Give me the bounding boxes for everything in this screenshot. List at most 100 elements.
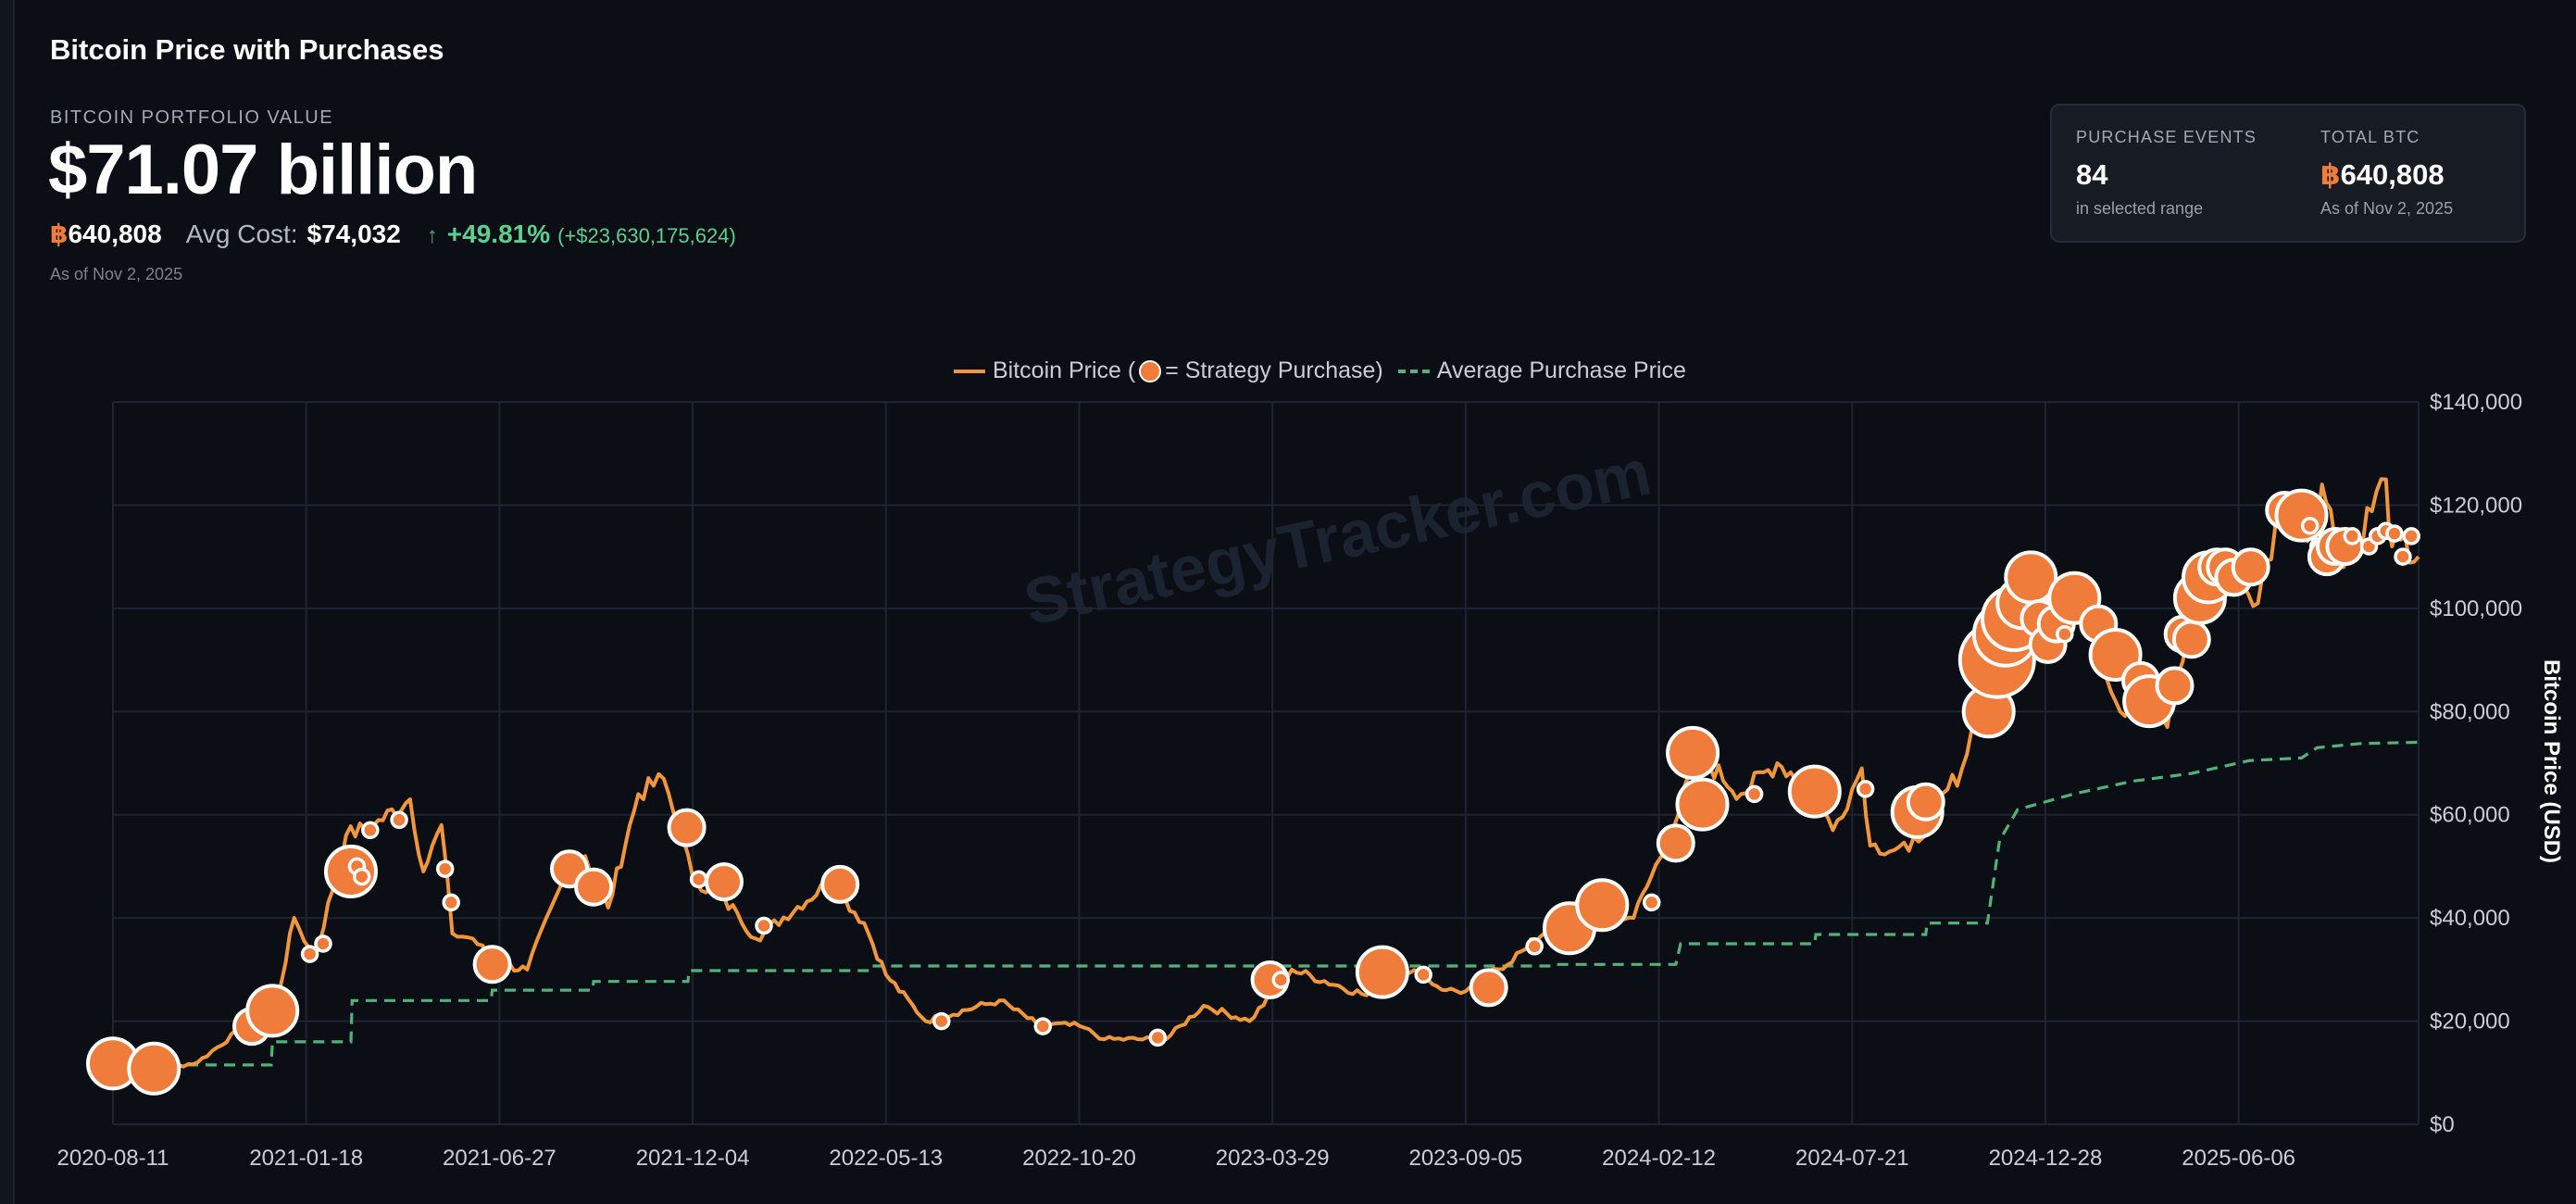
purchase-marker	[820, 864, 860, 904]
x-tick-label: 2022-05-13	[829, 1146, 943, 1171]
purchase-events-sub: in selected range	[2076, 199, 2204, 218]
purchase-marker	[2402, 527, 2420, 546]
x-tick-label: 2024-12-28	[1989, 1146, 2103, 1171]
y-axis-label: Bitcoin Price (USD)	[2539, 659, 2564, 863]
purchase-markers	[86, 488, 2420, 1096]
purchase-marker	[1575, 878, 1630, 933]
total-btc-stat: TOTAL BTC ฿640,808 As of Nov 2, 2025	[2320, 128, 2453, 219]
purchase-marker	[1469, 968, 1508, 1008]
btc-amount: 640,808	[68, 219, 162, 248]
y-tick-label: $100,000	[2430, 596, 2522, 621]
purchase-marker	[2056, 624, 2074, 644]
purchase-dot-icon	[1139, 359, 1162, 383]
legend-price-swatch	[954, 369, 985, 373]
legend-avg-label: Average Purchase Price	[1436, 357, 1686, 383]
as-of-date: As of Nov 2, 2025	[50, 265, 183, 283]
left-edge-rule	[0, 0, 15, 1204]
y-tick-label: $120,000	[2430, 493, 2522, 518]
y-tick-label: $60,000	[2430, 803, 2510, 828]
x-tick-label: 2024-07-21	[1795, 1146, 1909, 1171]
purchase-marker	[667, 808, 707, 847]
purchase-marker	[755, 916, 773, 935]
y-axis-ticks: $0 $20,000 $40,000 $60,000 $80,000 $100,000 $1…	[2430, 390, 2522, 1137]
purchase-marker	[1271, 971, 1291, 989]
purchase-marker	[689, 870, 708, 889]
x-tick-label: 2020-08-11	[57, 1146, 169, 1171]
avg-cost-label: Avg Cost:	[185, 219, 298, 248]
x-tick-label: 2021-01-18	[249, 1146, 363, 1171]
purchase-marker	[300, 945, 319, 963]
total-btc-value-row: ฿640,808	[2320, 158, 2453, 192]
purchase-marker	[1355, 945, 1409, 999]
purchase-events-label: PURCHASE EVENTS	[2076, 128, 2257, 146]
purchase-marker	[2385, 524, 2404, 543]
purchase-marker	[574, 867, 614, 907]
gain-percent: +49.81%	[446, 219, 551, 248]
y-tick-label: $0	[2430, 1112, 2455, 1137]
purchase-marker	[2155, 666, 2195, 706]
x-tick-label: 2023-03-29	[1216, 1146, 1330, 1171]
x-tick-label: 2025-06-06	[2182, 1146, 2295, 1171]
btc-symbol-icon: ฿	[2320, 158, 2341, 191]
purchase-marker	[1744, 784, 1764, 804]
purchase-marker	[1906, 782, 1945, 821]
purchase-marker	[2231, 547, 2270, 587]
purchase-events-value: 84	[2076, 158, 2108, 191]
purchase-marker	[1414, 965, 1432, 985]
x-tick-label: 2023-09-05	[1408, 1146, 1522, 1171]
purchase-marker	[352, 867, 371, 886]
purchase-events-stat: PURCHASE EVENTS 84 in selected range	[2076, 128, 2257, 219]
purchase-marker	[245, 984, 300, 1038]
y-tick-label: $20,000	[2430, 1010, 2510, 1035]
purchase-marker	[1675, 777, 1730, 832]
purchase-marker	[2300, 516, 2320, 535]
portfolio-stats: ฿ 640,808 Avg Cost: $74,032 ↑ +49.81% (+…	[50, 219, 736, 249]
y-tick-label: $80,000	[2430, 699, 2510, 724]
portfolio-value: $71.07 billion	[48, 131, 478, 209]
purchase-marker	[1787, 764, 1842, 819]
purchase-marker	[2274, 488, 2329, 543]
legend-price-label-suffix: = Strategy Purchase)	[1165, 357, 1383, 383]
btc-symbol-icon: ฿	[50, 219, 69, 248]
x-tick-label: 2021-12-04	[636, 1146, 750, 1171]
purchase-marker	[1856, 780, 1875, 798]
purchase-marker	[705, 862, 744, 902]
x-tick-label: 2021-06-27	[443, 1146, 556, 1171]
purchase-marker	[1033, 1017, 1053, 1035]
total-btc-label: TOTAL BTC	[2320, 128, 2420, 146]
x-axis-ticks: 2020-08-11 2021-01-18 2021-06-27 2021-12-04…	[57, 1146, 2296, 1171]
legend-price-label: Bitcoin Price (	[993, 357, 1136, 383]
total-btc-value: 640,808	[2340, 158, 2445, 191]
portfolio-kicker: BITCOIN PORTFOLIO VALUE	[50, 107, 334, 128]
purchase-marker	[1525, 937, 1544, 956]
chart-grid	[112, 401, 2420, 1125]
total-btc-sub: As of Nov 2, 2025	[2320, 199, 2454, 218]
purchase-marker	[1642, 893, 1661, 912]
purchase-marker	[361, 821, 380, 840]
purchase-marker	[435, 859, 455, 878]
arrow-up-icon: ↑	[426, 223, 438, 248]
purchase-marker	[2171, 620, 2211, 659]
purchase-marker	[442, 893, 460, 912]
purchase-marker	[472, 945, 512, 985]
summary-card: PURCHASE EVENTS 84 in selected range TOT…	[2050, 104, 2526, 243]
x-tick-label: 2022-10-20	[1022, 1146, 1136, 1171]
purchase-marker	[2343, 527, 2362, 546]
legend-avg-swatch	[1397, 369, 1430, 373]
purchase-marker	[1148, 1028, 1168, 1047]
purchase-marker	[127, 1041, 181, 1096]
purchase-marker	[2394, 547, 2412, 566]
page-title: Bitcoin Price with Purchases	[50, 33, 444, 66]
avg-cost-value: $74,032	[306, 219, 401, 248]
y-tick-label: $140,000	[2430, 390, 2522, 415]
chart-legend: Bitcoin Price ( = Strategy Purchase) Ave…	[954, 357, 1686, 384]
x-tick-label: 2024-02-12	[1602, 1146, 1716, 1171]
purchase-marker	[314, 934, 332, 953]
gain-absolute: (+$23,630,175,624)	[557, 224, 736, 247]
y-tick-label: $40,000	[2430, 906, 2510, 931]
purchase-marker	[932, 1011, 951, 1031]
purchase-marker	[1666, 725, 1720, 780]
purchase-marker	[390, 810, 408, 830]
purchase-marker	[1656, 823, 1695, 863]
